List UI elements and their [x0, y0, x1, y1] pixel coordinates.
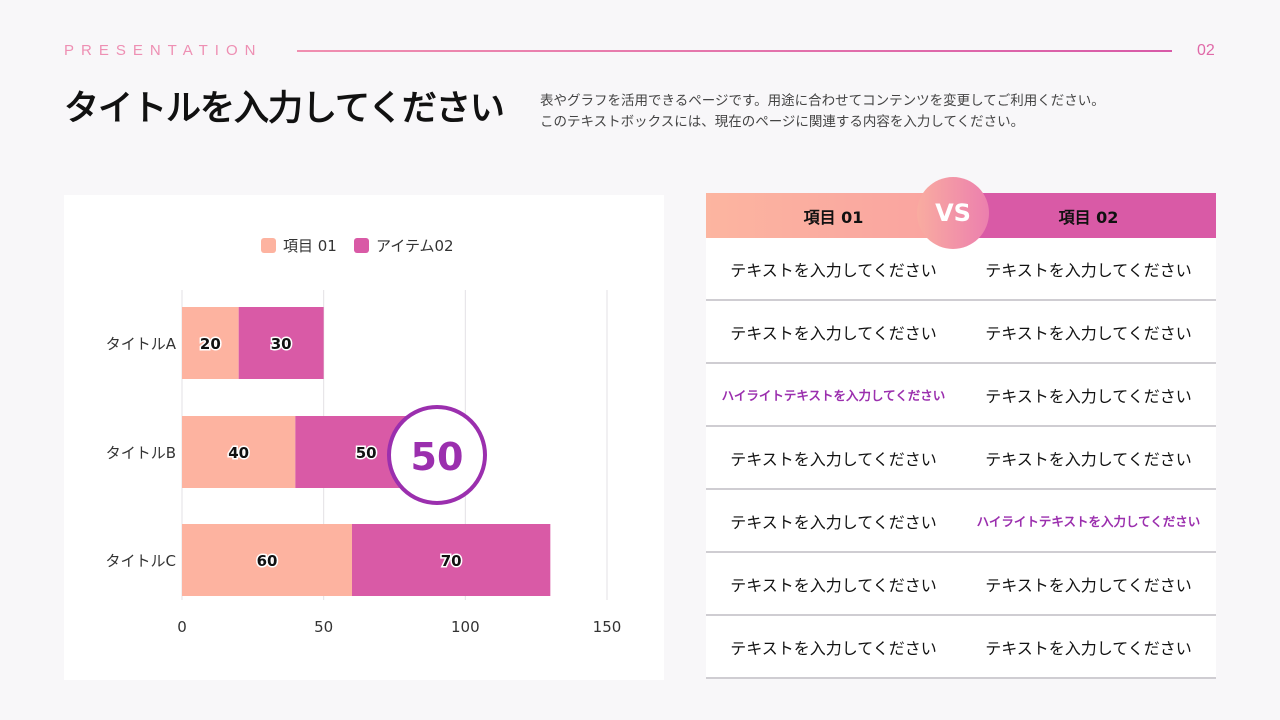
- table-row: テキストを入力してください テキストを入力してください: [706, 616, 1216, 679]
- highlight-cell: ハイライトテキストを入力してください: [721, 388, 946, 403]
- table-cell: テキストを入力してください: [730, 323, 937, 343]
- callout-circle: [387, 405, 487, 505]
- table-cell: テキストを入力してください: [730, 575, 937, 595]
- table-row: テキストを入力してください テキストを入力してください: [706, 238, 1216, 301]
- bar-segment: [352, 524, 551, 596]
- data-label: 20: [200, 335, 221, 353]
- table-cell: テキストを入力してください: [730, 638, 937, 658]
- table-cell: テキストを入力してください: [730, 260, 937, 280]
- data-label: 40: [228, 444, 249, 462]
- highlight-cell: ハイライトテキストを入力してください: [976, 514, 1201, 529]
- data-label: 60: [257, 552, 278, 570]
- page-description: 表やグラフを活用できるページです。用途に合わせてコンテンツを変更してご利用くださ…: [540, 91, 1105, 133]
- table-cell: テキストを入力してください: [985, 260, 1192, 280]
- category-label: タイトルC: [106, 552, 176, 570]
- eyebrow-label: PRESENTATION: [64, 42, 263, 59]
- table-cell: テキストを入力してください: [985, 575, 1192, 595]
- table-cell: テキストを入力してください: [985, 386, 1192, 406]
- x-tick-label: 150: [593, 618, 622, 636]
- column-header-2: 項目 02: [961, 193, 1216, 238]
- table-cell: テキストを入力してください: [730, 512, 937, 532]
- comparison-table: 項目 01 項目 02 VS テキストを入力してください テキストを入力してくださ…: [706, 177, 1216, 679]
- table-row: テキストを入力してください テキストを入力してください: [706, 553, 1216, 616]
- table-header: 項目 01 項目 02 VS: [706, 177, 1216, 249]
- table-row: テキストを入力してください テキストを入力してください: [706, 301, 1216, 364]
- table-cell: テキストを入力してください: [730, 449, 937, 469]
- table-cell: テキストを入力してください: [985, 449, 1192, 469]
- table-row: テキストを入力してください テキストを入力してください: [706, 427, 1216, 490]
- bar-segment: [182, 307, 239, 379]
- data-label: 50: [356, 444, 377, 462]
- stacked-bar-chart: 0 50 100 150 項目 01 アイテム02 タイトルA 20 30 タイトルB 40 50 タイ…: [106, 237, 622, 636]
- bar-segment: [182, 416, 296, 488]
- data-label: 30: [271, 335, 292, 353]
- table-row: ハイライトテキストを入力してください テキストを入力してください: [706, 364, 1216, 427]
- legend-label: 項目 01: [283, 237, 337, 255]
- legend-swatch: [354, 238, 369, 253]
- vs-badge: VS: [917, 177, 989, 249]
- data-label: 70: [441, 552, 462, 570]
- category-label: タイトルB: [106, 444, 176, 462]
- x-tick-label: 50: [314, 618, 333, 636]
- page-title: タイトルを入力してください: [64, 89, 505, 129]
- bar-segment: [238, 307, 324, 379]
- table-cell: テキストを入力してください: [985, 638, 1192, 658]
- bar-segment: [182, 524, 352, 596]
- header-divider: [297, 50, 1172, 52]
- page-number: 02: [1197, 42, 1215, 59]
- table-row: テキストを入力してください ハイライトテキストを入力してください: [706, 490, 1216, 553]
- table-cell: テキストを入力してください: [985, 323, 1192, 343]
- legend-swatch: [261, 238, 276, 253]
- description-line: このテキストボックスには、現在のページに関連する内容を入力してください。: [540, 114, 1025, 130]
- x-tick-label: 0: [177, 618, 187, 636]
- description-line: 表やグラフを活用できるページです。用途に合わせてコンテンツを変更してご利用くださ…: [540, 93, 1105, 109]
- category-label: タイトルA: [106, 335, 177, 353]
- chart-panel: 0 50 100 150 項目 01 アイテム02 タイトルA 20 30 タイトルB 40 50 タイ…: [64, 195, 664, 680]
- callout-value: 50: [411, 435, 464, 479]
- legend-label: アイテム02: [376, 237, 454, 255]
- x-tick-label: 100: [451, 618, 480, 636]
